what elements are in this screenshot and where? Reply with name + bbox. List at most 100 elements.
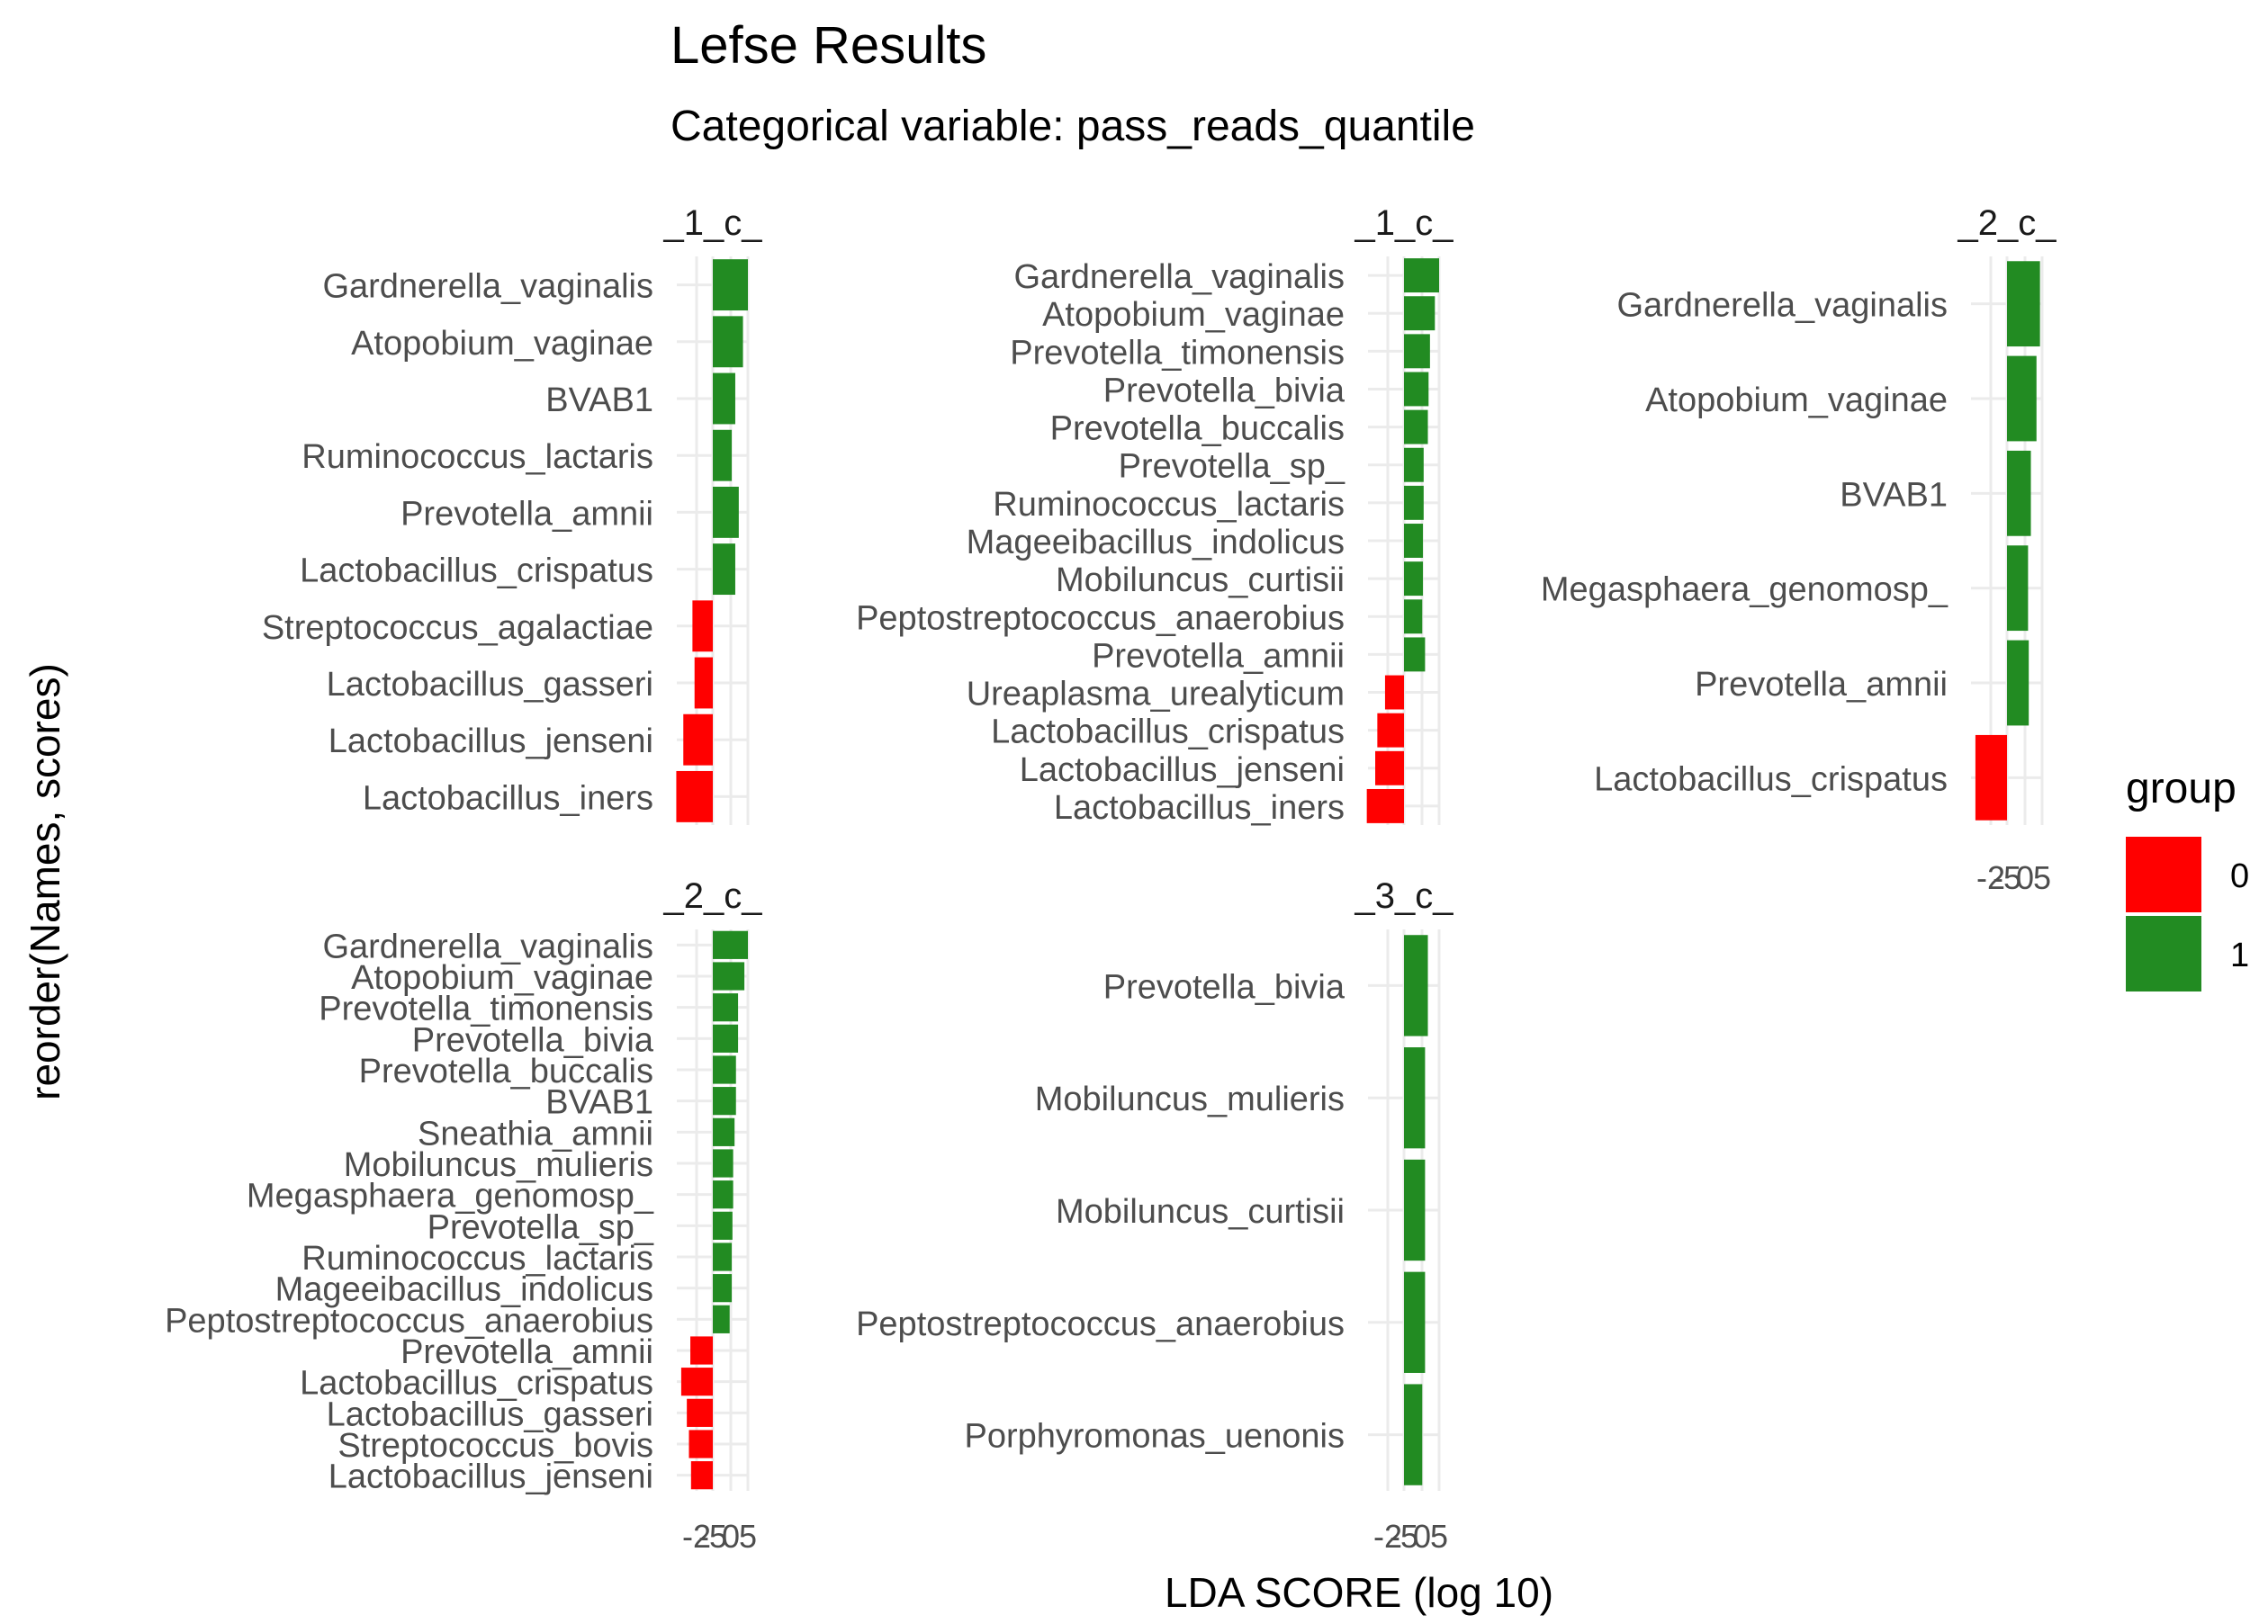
- y-tick-label: Ureaplasma_urealyticum: [967, 676, 1345, 713]
- lda-bar: [1375, 750, 1404, 785]
- y-tick-label: Streptococcus_bovis: [338, 1427, 653, 1465]
- legend-label: 0: [2230, 857, 2249, 895]
- lda-bar: [713, 1243, 733, 1271]
- lda-bar: [1404, 409, 1428, 444]
- y-tick-label: Prevotella_timonensis: [1010, 334, 1345, 372]
- facet-strip-label: _2_c_: [1958, 203, 2057, 243]
- x-tick-label: -2: [682, 1518, 711, 1555]
- lda-bar: [713, 1180, 734, 1209]
- y-tick-label: Lactobacillus_iners: [363, 779, 653, 817]
- facet-strip-label: _1_c_: [663, 203, 763, 243]
- y-tick-label: Lactobacillus_crispatus: [991, 713, 1345, 751]
- y-tick-label: Streptococcus_agalactiae: [262, 609, 653, 647]
- lda-bar: [1404, 561, 1424, 597]
- facet-strip-label: _3_c_: [1354, 876, 1454, 916]
- lda-bar: [1404, 1384, 1423, 1485]
- y-tick-label: Atopobium_vaginae: [1042, 296, 1345, 334]
- y-tick-label: Atopobium_vaginae: [1645, 381, 1948, 419]
- lda-bar: [713, 543, 735, 596]
- y-tick-label: Megasphaera_genomosp_: [1541, 571, 1948, 609]
- y-tick-label: Ruminococcus_lactaris: [993, 486, 1345, 524]
- x-tick-label: -5: [1993, 859, 2021, 896]
- y-tick-label: Prevotella_amnii: [400, 1333, 653, 1371]
- y-tick-label: Mobiluncus_curtisii: [1056, 561, 1345, 599]
- legend: group 0 1: [2126, 765, 2249, 991]
- y-tick-label: Gardnerella_vaginalis: [1616, 287, 1948, 325]
- lda-bar: [713, 259, 748, 311]
- y-tick-label: Peptostreptococcus_anaerobius: [165, 1302, 653, 1340]
- y-tick-label: Megasphaera_genomosp_: [247, 1178, 654, 1216]
- x-tick-label: -2: [1976, 859, 2005, 896]
- lda-bar: [713, 993, 739, 1022]
- legend-label: 1: [2230, 937, 2249, 974]
- lda-bar: [1384, 675, 1404, 710]
- lda-bar: [2007, 545, 2029, 632]
- x-tick-label: 5: [1430, 1518, 1448, 1555]
- y-tick-label: Prevotella_amnii: [1695, 666, 1948, 704]
- legend-title: group: [2126, 765, 2236, 812]
- facet-panel: _1_c_Gardnerella_vaginalisAtopobium_vagi…: [262, 203, 762, 825]
- chart-title: Lefse Results: [670, 16, 986, 75]
- lda-bar: [676, 770, 713, 822]
- lda-bar: [1404, 599, 1423, 634]
- lda-bar: [1404, 258, 1439, 293]
- y-tick-label: Prevotella_timonensis: [319, 991, 653, 1028]
- lda-bar: [713, 1305, 730, 1333]
- facet-panel: _1_c_Gardnerella_vaginalisAtopobium_vagi…: [856, 203, 1454, 827]
- lda-bar: [680, 1368, 713, 1396]
- y-tick-label: Lactobacillus_jenseni: [328, 722, 653, 760]
- y-tick-label: Prevotella_bivia: [1103, 968, 1346, 1006]
- facet-panel: _2_c_ Gardnerella_vaginalis Atopobium_vagi…: [1541, 203, 2056, 896]
- y-tick-label: Prevotella_amnii: [400, 495, 653, 533]
- lda-bar: [688, 1430, 713, 1458]
- y-tick-label: Lactobacillus_iners: [1054, 789, 1345, 827]
- y-tick-label: Prevotella_bivia: [412, 1021, 654, 1059]
- lda-bar: [694, 657, 713, 709]
- legend-swatch: [2126, 837, 2201, 912]
- x-axis-label: LDA SCORE (log 10): [1165, 1569, 1553, 1616]
- y-tick-label: Prevotella_sp_: [1119, 448, 1346, 486]
- x-tick-label: 0: [722, 1518, 740, 1555]
- x-tick-label: -5: [698, 1518, 727, 1555]
- y-tick-label: Lactobacillus_crispatus: [300, 552, 653, 590]
- legend-swatch: [2126, 916, 2201, 991]
- x-tick-label: 0: [1413, 1518, 1431, 1555]
- y-tick-label: Lactobacillus_crispatus: [1594, 760, 1948, 798]
- y-tick-label: Prevotella_amnii: [1092, 637, 1345, 675]
- lda-bar: [690, 1461, 713, 1490]
- y-tick-label: Lactobacillus_jenseni: [1020, 751, 1345, 789]
- lda-bar: [1404, 935, 1428, 1036]
- lda-bar: [713, 486, 739, 538]
- y-tick-label: Prevotella_buccalis: [359, 1053, 653, 1090]
- lda-bar: [1404, 524, 1424, 558]
- y-tick-label: Prevotella_sp_: [428, 1208, 654, 1246]
- lda-bar: [713, 1149, 734, 1178]
- lda-bar: [1404, 1159, 1426, 1261]
- lda-bar: [690, 1336, 713, 1365]
- y-tick-label: Gardnerella_vaginalis: [322, 268, 653, 306]
- y-tick-label: Lactobacillus_gasseri: [327, 1395, 653, 1433]
- y-tick-label: Peptostreptococcus_anaerobius: [856, 599, 1345, 637]
- y-tick-label: Mobiluncus_curtisii: [1056, 1193, 1345, 1231]
- x-tick-label: -5: [1390, 1518, 1418, 1555]
- y-tick-label: Porphyromonas_uenonis: [965, 1418, 1346, 1456]
- y-tick-label: Sneathia_amnii: [418, 1115, 653, 1153]
- y-tick-label: Lactobacillus_gasseri: [327, 666, 653, 704]
- x-tick-label: 0: [2016, 859, 2034, 896]
- x-tick-label: -2: [1373, 1518, 1402, 1555]
- lda-bar: [2007, 640, 2030, 726]
- facet-panel: _2_c_Gardnerella_vaginalisAtopobium_vagi…: [165, 876, 762, 1555]
- lda-bar: [1404, 296, 1436, 331]
- lda-bar: [713, 1024, 739, 1053]
- y-tick-label: BVAB1: [545, 1084, 653, 1122]
- chart-subtitle: Categorical variable: pass_reads_quantil…: [670, 103, 1475, 150]
- lda-bar: [1975, 734, 2007, 821]
- lda-bar: [1404, 372, 1429, 407]
- y-tick-label: Mageeibacillus_indolicus: [275, 1271, 653, 1309]
- y-axis-label: reorder(Names, scores): [22, 663, 68, 1100]
- y-tick-label: Ruminococcus_lactaris: [302, 1240, 653, 1278]
- lda-bar: [2007, 261, 2040, 347]
- lda-bar: [713, 429, 733, 481]
